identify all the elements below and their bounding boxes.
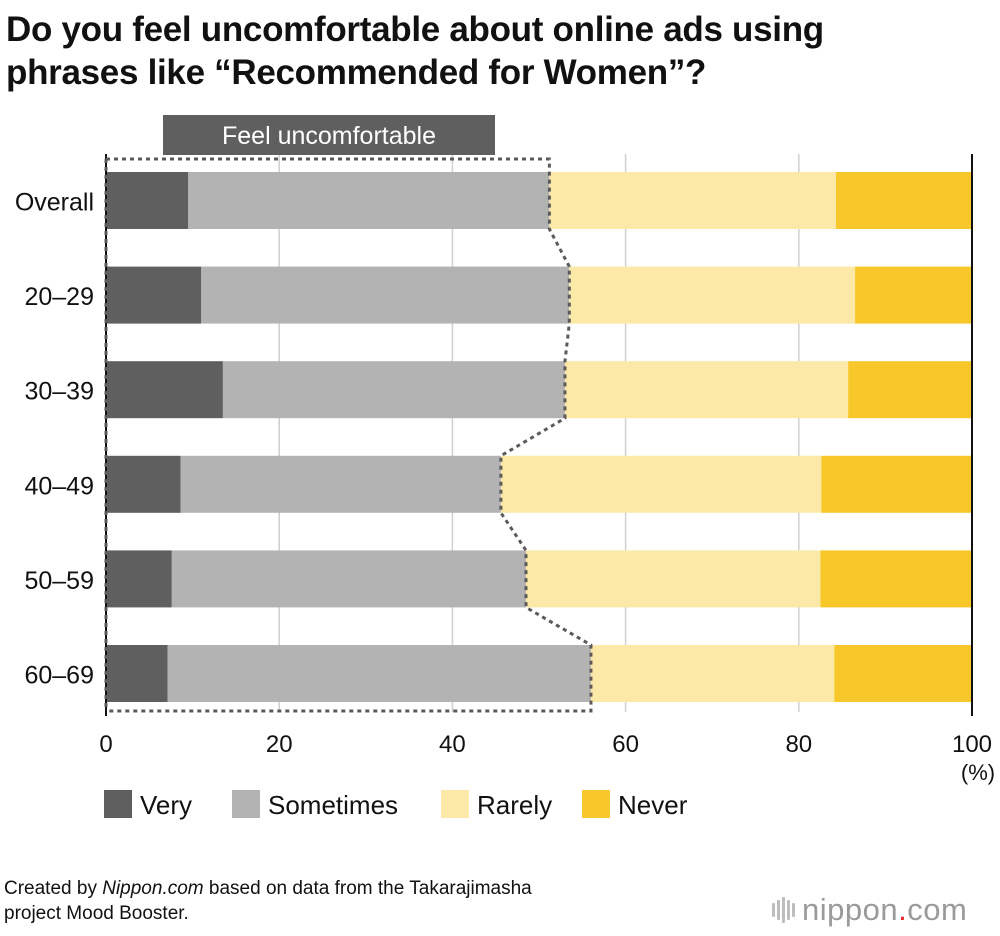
- bar-40-49-very: [106, 455, 181, 513]
- x-tick-label-80: 80: [785, 731, 812, 758]
- category-label-20-29: 20–29: [24, 283, 94, 311]
- source-prefix: Created by: [4, 878, 103, 899]
- legend-label-never: Never: [618, 790, 688, 820]
- x-tick-label-100: 100: [952, 731, 992, 758]
- bar-30-39-never: [848, 361, 972, 419]
- legend-label-very: Very: [140, 790, 192, 820]
- x-tick-label-0: 0: [99, 731, 112, 758]
- bar-50-59-sometimes: [171, 550, 527, 608]
- source-suffix: based on data from the Takarajimasha: [203, 878, 532, 899]
- category-labels: Overall 20–29 30–39 40–49 50–59 60–69: [15, 189, 94, 690]
- x-tick-label-40: 40: [439, 731, 466, 758]
- legend: Very Sometimes Rarely Never: [104, 790, 688, 820]
- logo-tld: com: [907, 892, 968, 927]
- logo-dot: .: [898, 892, 908, 927]
- x-tick-label-60: 60: [612, 731, 639, 758]
- bar-20-29-very: [106, 266, 202, 324]
- bar-60-69-sometimes: [167, 645, 591, 702]
- source-line-1: Created by Nippon.com based on data from…: [4, 876, 532, 901]
- bar-30-39-sometimes: [222, 361, 565, 419]
- category-label-overall: Overall: [15, 189, 94, 217]
- legend-swatch-very: [104, 790, 132, 818]
- bar-60-69-very: [106, 645, 168, 702]
- logo-bars-icon: [772, 897, 795, 923]
- category-label-40-49: 40–49: [24, 472, 94, 500]
- bar-40-49-sometimes: [180, 455, 501, 513]
- category-label-60-69: 60–69: [24, 662, 94, 690]
- annotation-label: Feel uncomfortable: [222, 122, 436, 150]
- bar-30-39-rarely: [564, 361, 849, 419]
- bar-30-39-very: [106, 361, 223, 419]
- source-line-2: project Mood Booster.: [4, 903, 189, 924]
- nippon-logo: nippon.com: [772, 890, 967, 930]
- annotation-dotted-outline: [106, 157, 593, 713]
- bar-40-49-rarely: [500, 455, 822, 513]
- legend-label-rarely: Rarely: [477, 790, 552, 820]
- x-unit-label: (%): [961, 760, 995, 785]
- source-publisher: Nippon.com: [102, 878, 204, 899]
- legend-swatch-rarely: [441, 790, 469, 818]
- bar-60-69-rarely: [590, 645, 835, 702]
- bar-20-29-never: [855, 266, 972, 324]
- annotation-label-box: [163, 115, 495, 155]
- bar-segments: [106, 172, 972, 702]
- bar-20-29-sometimes: [201, 266, 570, 324]
- bar-50-59-rarely: [526, 550, 821, 608]
- bar-50-59-very: [106, 550, 172, 608]
- bar-overall-very: [106, 172, 189, 229]
- bar-overall-sometimes: [188, 172, 550, 229]
- bar-20-29-rarely: [569, 266, 856, 324]
- legend-label-sometimes: Sometimes: [268, 790, 398, 820]
- logo-word: nippon: [802, 892, 899, 927]
- bar-overall-never: [836, 172, 972, 229]
- x-tick-label-20: 20: [266, 731, 293, 758]
- chart-title-line-1: Do you feel uncomfortable about online a…: [6, 10, 824, 49]
- bar-50-59-never: [820, 550, 972, 608]
- source-note: Created by Nippon.com based on data from…: [4, 876, 532, 926]
- chart-title: Do you feel uncomfortable about online a…: [6, 8, 996, 94]
- legend-swatch-sometimes: [232, 790, 260, 818]
- bar-40-49-never: [821, 455, 972, 513]
- gridlines: [278, 154, 800, 712]
- stacked-bar-chart: 0 20 40 60 80 100(%) Overall 20–29 30–39 40–49 50…: [15, 115, 995, 820]
- logo-wordmark: nippon.com: [802, 892, 967, 928]
- bar-60-69-never: [834, 645, 972, 702]
- chart-title-line-2: phrases like “Recommended for Women”?: [6, 53, 707, 92]
- legend-swatch-never: [582, 790, 610, 818]
- category-label-30-39: 30–39: [24, 378, 94, 406]
- bar-overall-rarely: [549, 172, 837, 229]
- category-label-50-59: 50–59: [24, 567, 94, 595]
- feel-uncomfortable-annotation: Feel uncomfortable: [104, 115, 593, 713]
